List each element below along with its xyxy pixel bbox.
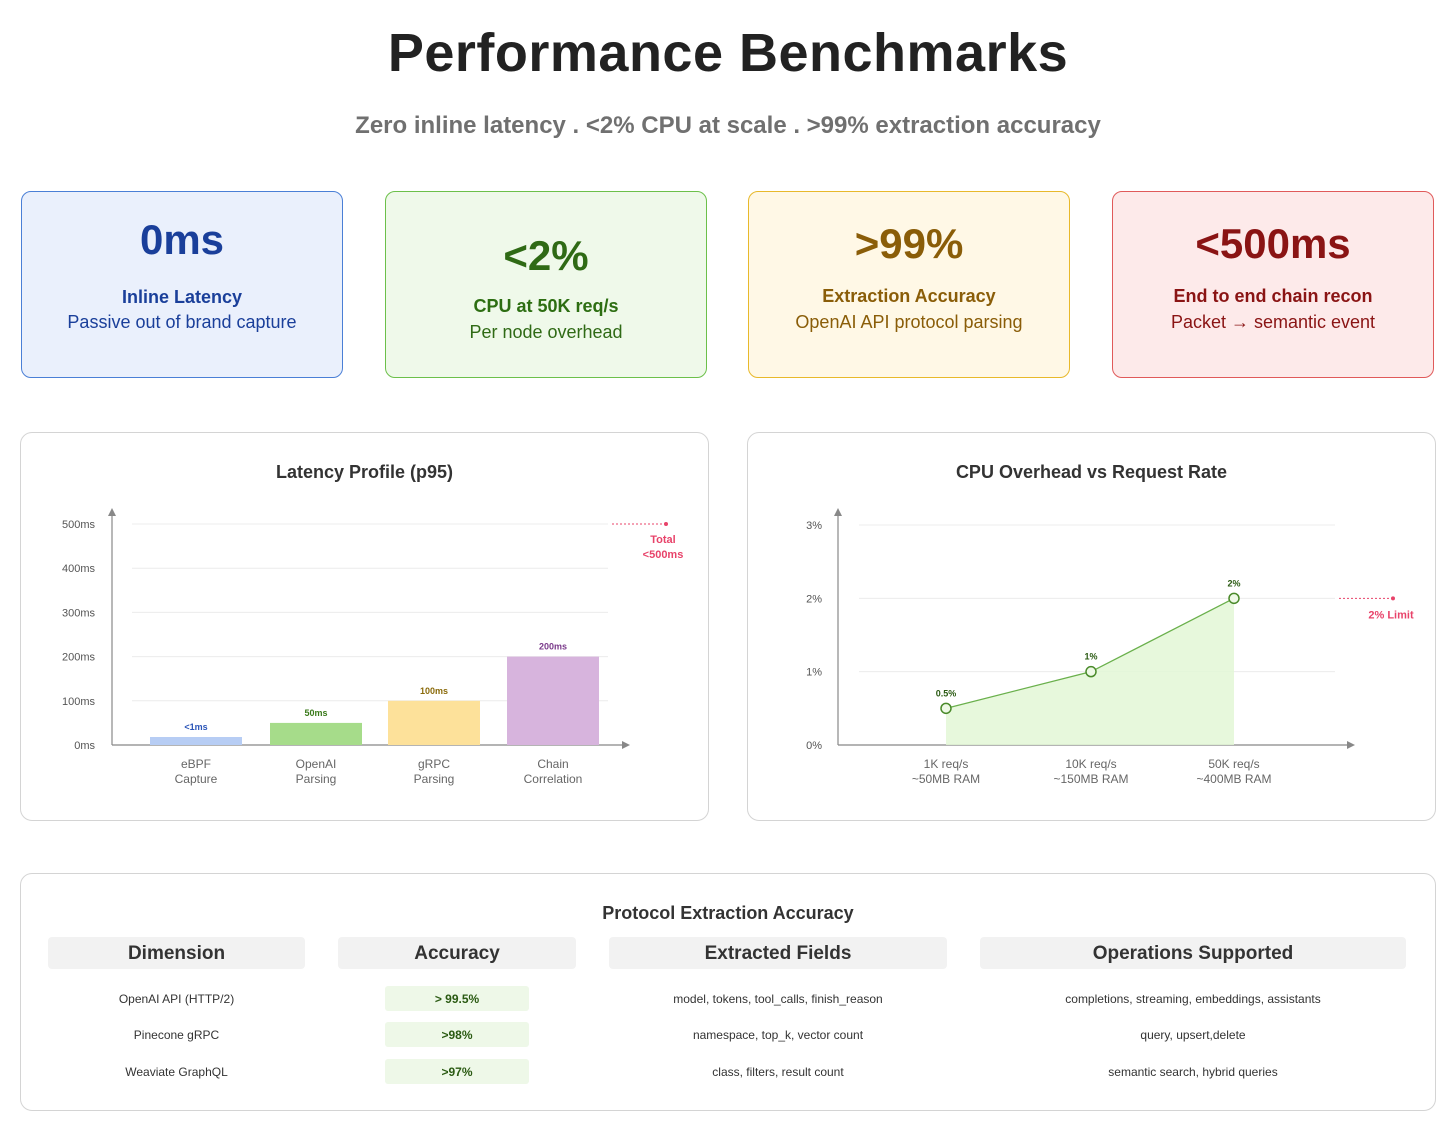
y-tick-label: 2% <box>806 593 822 605</box>
kpi-card-cpu: <2% CPU at 50K req/s Per node overhead <box>385 191 707 378</box>
accuracy-table-panel: Protocol Extraction Accuracy <box>20 873 1436 1111</box>
area-fill <box>946 598 1234 745</box>
y-tick-label: 500ms <box>62 519 96 531</box>
page-title: Performance Benchmarks <box>387 23 1069 83</box>
kpi-value: <500ms <box>1195 220 1351 267</box>
kpi-value: <2% <box>503 232 589 279</box>
table-cell-operations: query, upsert,delete <box>1140 1028 1246 1042</box>
bar-value-label: <1ms <box>184 722 207 732</box>
bar-value-label: 100ms <box>420 686 448 696</box>
column-header-operations: Operations Supported <box>980 937 1406 969</box>
page-subtitle: Zero inline latency . <2% CPU at scale .… <box>355 112 1101 139</box>
x-tick-label: Chain Correlation <box>524 757 583 786</box>
kpi-label: End to end chain recon <box>1173 286 1373 306</box>
y-tick-label: 1% <box>806 667 822 679</box>
y-tick-label: 200ms <box>62 652 96 664</box>
column-header-dimension: Dimension <box>48 937 305 969</box>
x-tick-label: 50K req/s ~400MB RAM <box>1196 757 1271 786</box>
table-cell-operations: completions, streaming, embeddings, assi… <box>1065 992 1321 1006</box>
y-tick-label: 400ms <box>62 563 96 575</box>
bar <box>150 737 242 745</box>
kpi-desc: Per node overhead <box>469 322 623 342</box>
y-axis-arrow <box>834 508 842 516</box>
column-header-accuracy: Accuracy <box>338 937 576 969</box>
table-cell-fields: namespace, top_k, vector count <box>692 1028 864 1042</box>
x-tick-label: gRPC Parsing <box>414 757 455 786</box>
kpi-label: CPU at 50K req/s <box>473 296 619 316</box>
cpu-chart-title: CPU Overhead vs Request Rate <box>955 462 1228 482</box>
table-cell-fields: class, filters, result count <box>712 1065 844 1079</box>
point-value-label: 0.5% <box>936 688 957 698</box>
bar-value-label: 50ms <box>304 708 327 718</box>
accuracy-badge: > 99.5% <box>385 986 529 1011</box>
kpi-card-latency: 0ms Inline Latency Passive out of brand … <box>21 191 343 378</box>
x-tick-label: eBPF Capture <box>175 757 218 786</box>
kpi-value: >99% <box>854 220 964 267</box>
data-point <box>1228 592 1240 605</box>
kpi-card-chain: <500ms End to end chain recon Packet → s… <box>1112 191 1434 378</box>
annotation-label: Total <box>650 534 675 546</box>
limit-dot <box>1391 596 1395 601</box>
table-cell-dimension: Pinecone gRPC <box>133 1028 220 1042</box>
kpi-card-accuracy: >99% Extraction Accuracy OpenAI API prot… <box>748 191 1070 378</box>
kpi-value: 0ms <box>139 216 225 263</box>
bar <box>388 700 480 745</box>
x-axis-arrow <box>622 741 630 749</box>
y-tick-label: 3% <box>806 520 822 532</box>
x-tick-label: OpenAI Parsing <box>296 757 337 786</box>
kpi-desc: Passive out of brand capture <box>67 312 297 332</box>
data-point <box>1085 665 1097 678</box>
x-tick-label: 10K req/s ~150MB RAM <box>1053 757 1128 786</box>
cpu-chart: 0% 1% 2% 3% 0.5% 1K req/s ~50MB RAM 1% 10K req/s… <box>806 508 1414 786</box>
table-cell-fields: model, tokens, tool_calls, finish_reason <box>673 992 883 1006</box>
bar-value-label: 200ms <box>539 642 567 652</box>
y-axis-arrow <box>108 508 116 516</box>
cpu-chart-panel: CPU Overhead vs Request Rate <box>747 432 1436 821</box>
point-value-label: 2% <box>1227 578 1240 588</box>
column-header-fields: Extracted Fields <box>609 937 947 969</box>
accuracy-table-title: Protocol Extraction Accuracy <box>602 903 854 923</box>
table-cell-dimension: OpenAI API (HTTP/2) <box>118 992 235 1006</box>
kpi-desc: Packet → semantic event <box>1170 312 1376 332</box>
latency-chart-panel: Latency Profile (p95) <box>20 432 709 821</box>
limit-label: 2% Limit <box>1368 609 1414 621</box>
accuracy-badge: >97% <box>385 1059 529 1084</box>
annotation-label: <500ms <box>643 549 684 561</box>
table-cell-operations: semantic search, hybrid queries <box>1108 1065 1278 1079</box>
bar <box>507 656 599 745</box>
kpi-label: Extraction Accuracy <box>822 286 996 306</box>
point-value-label: 1% <box>1084 652 1097 662</box>
latency-chart-title: Latency Profile (p95) <box>275 462 454 482</box>
accuracy-badge: >98% <box>385 1022 529 1047</box>
y-tick-label: 0% <box>806 740 822 752</box>
y-tick-label: 100ms <box>62 696 96 708</box>
latency-chart: 0ms 100ms 200ms 300ms 400ms 500ms <1ms eBPF Capt… <box>62 508 684 786</box>
data-point <box>940 702 952 715</box>
total-limit-dot <box>664 522 668 526</box>
kpi-label: Inline Latency <box>121 287 243 307</box>
y-tick-label: 300ms <box>62 607 96 619</box>
bar <box>270 722 362 745</box>
table-cell-dimension: Weaviate GraphQL <box>125 1065 228 1079</box>
x-tick-label: 1K req/s ~50MB RAM <box>912 757 980 786</box>
x-axis-arrow <box>1347 741 1355 749</box>
y-tick-label: 0ms <box>74 740 95 752</box>
kpi-desc: OpenAI API protocol parsing <box>795 312 1023 332</box>
